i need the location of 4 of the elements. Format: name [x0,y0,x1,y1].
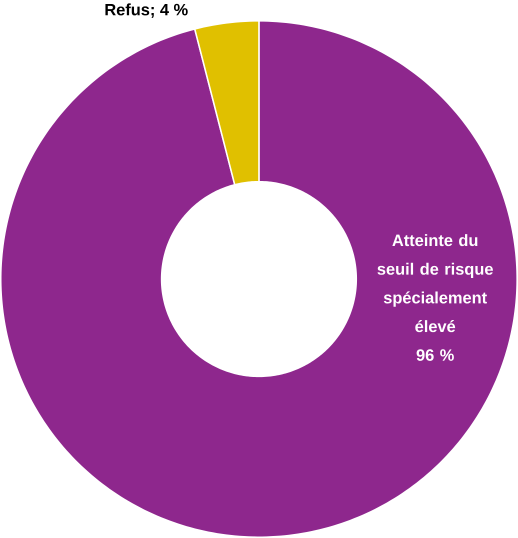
data-label: ; 4 % [152,4,188,18]
slice-label: Atteinte du seuil de risque spécialement élevé [377,234,493,332]
slice-label: Refus [105,3,150,16]
data-label: 96 % [416,349,454,361]
